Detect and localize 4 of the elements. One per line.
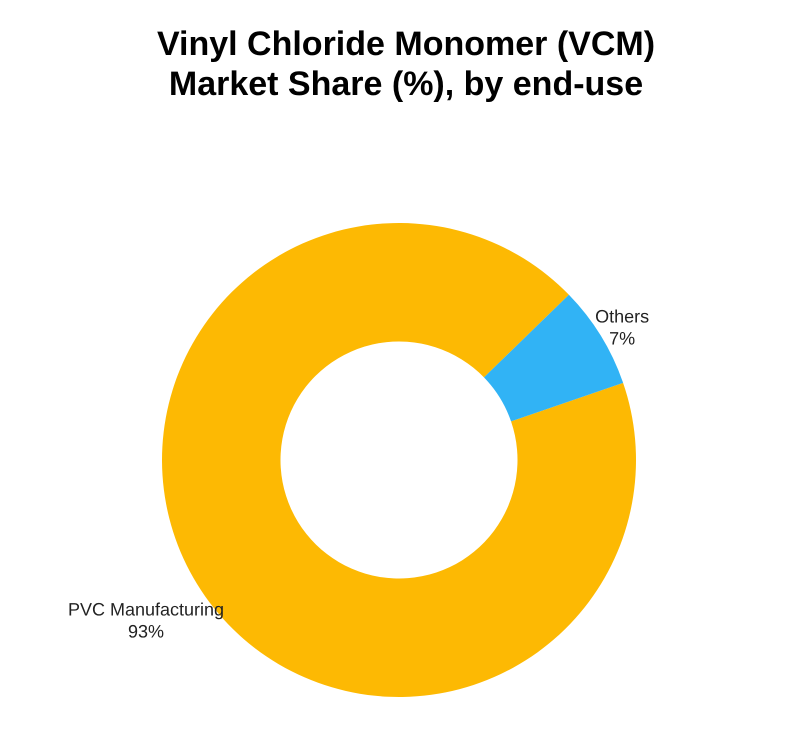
slice-label: Others [595,306,650,327]
data-label: 7% [609,328,636,349]
chart-title: Vinyl Chloride Monomer (VCM) Market Share (%), by end-use [156,25,656,103]
data-label: 93% [128,622,164,642]
